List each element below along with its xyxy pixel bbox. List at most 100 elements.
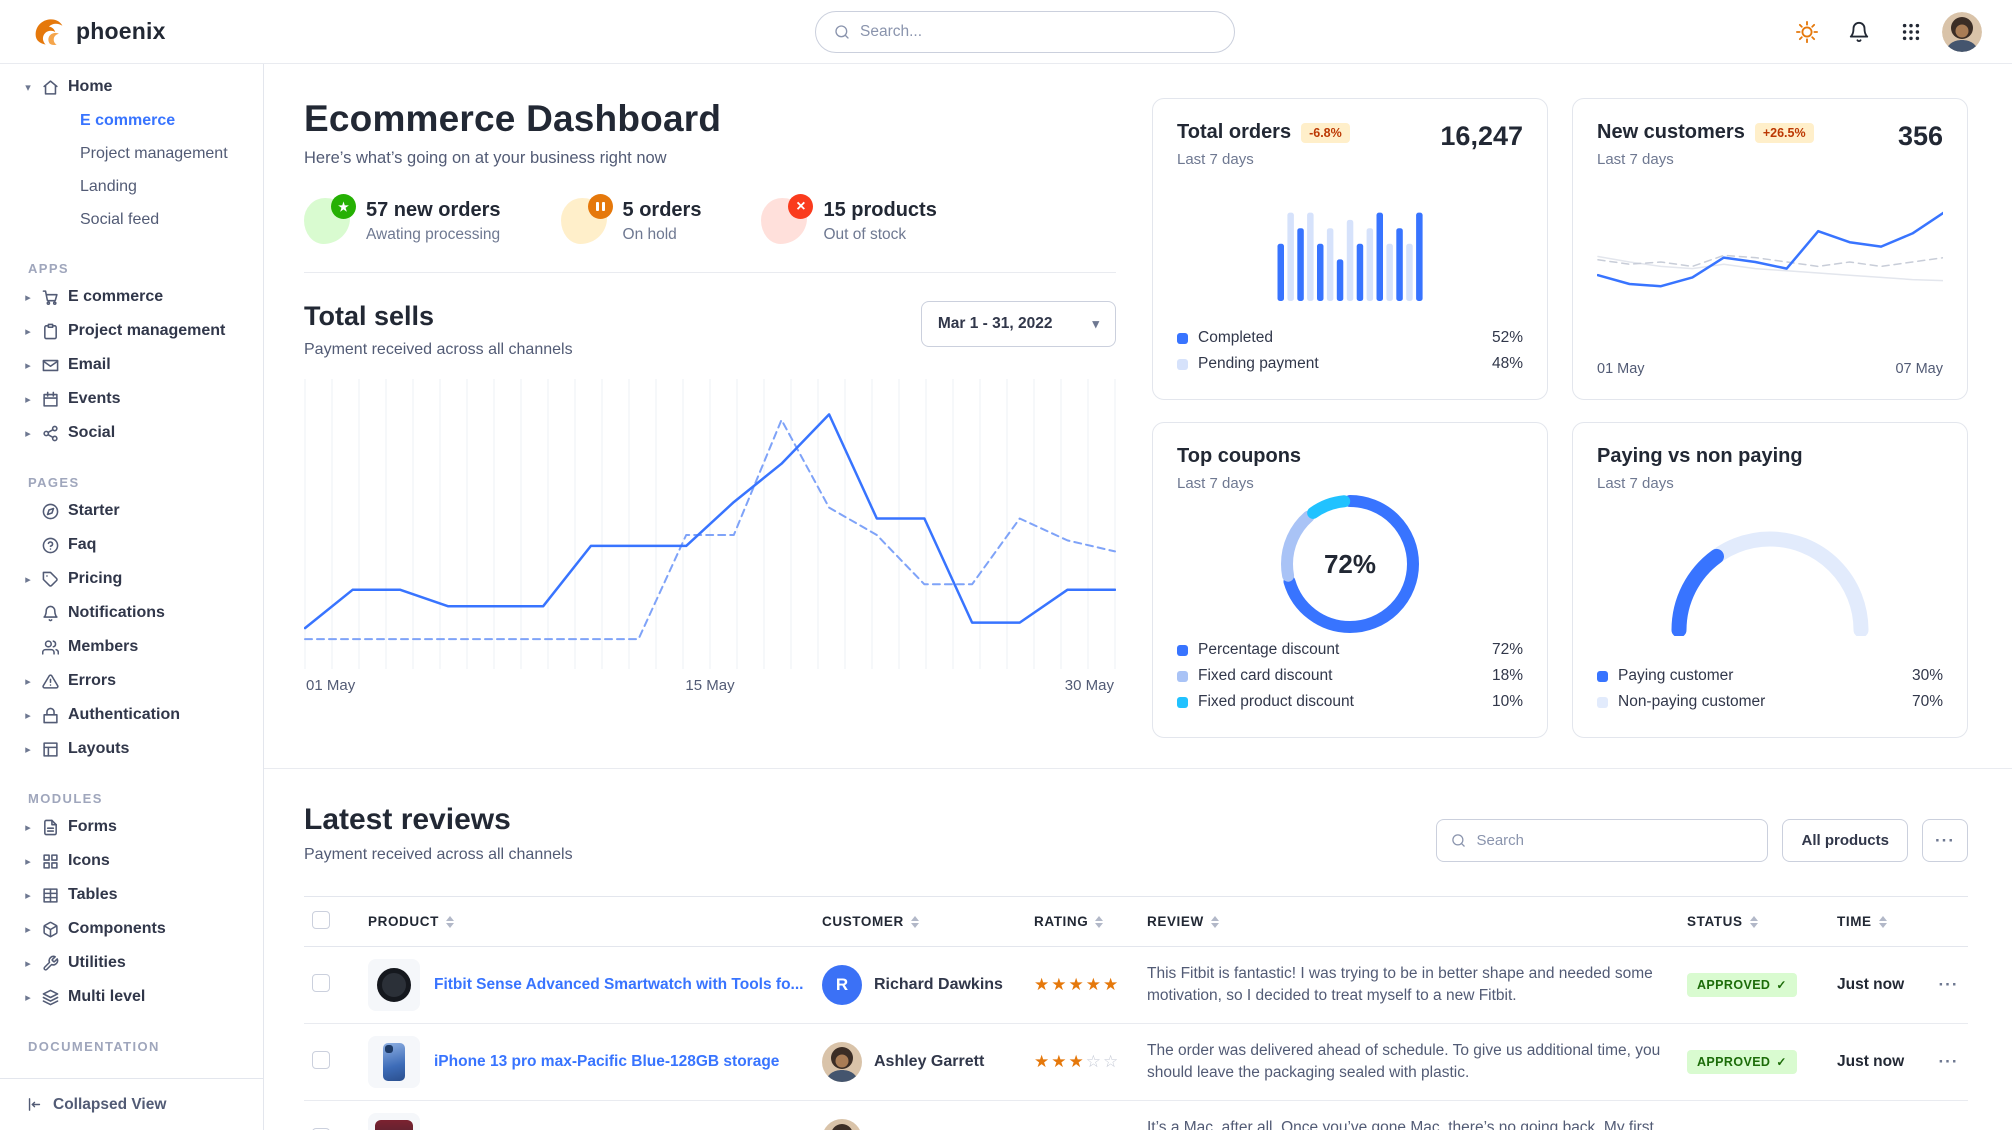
sidebar-item-e-commerce[interactable]: ▸ E commerce — [14, 280, 253, 314]
sidebar-item-components[interactable]: ▸ Components — [14, 912, 253, 946]
reviews-search-input[interactable] — [1476, 832, 1754, 849]
sidebar-item-pricing[interactable]: ▸ Pricing — [14, 562, 253, 596]
change-badge: +26.5% — [1754, 122, 1814, 143]
chevron-right-icon: ▸ — [25, 675, 31, 688]
chevron-right-icon: ▸ — [25, 359, 31, 372]
rating-stars: ★★★☆☆ — [1034, 1052, 1120, 1071]
column-header-rating[interactable]: RATING — [1026, 896, 1139, 947]
page-title: Ecommerce Dashboard — [304, 98, 722, 139]
more-options-button[interactable] — [1922, 819, 1968, 862]
latest-reviews-subtitle: Payment received across all channels — [304, 846, 573, 863]
star-filled-icon: ★ — [1051, 975, 1069, 994]
chevron-right-icon: ▸ — [25, 743, 31, 756]
table-row: iPhone 13 pro max-Pacific Blue-128GB sto… — [304, 1023, 1968, 1101]
chevron-right-icon: ▸ — [25, 325, 31, 338]
check-icon: ✓ — [1776, 1055, 1787, 1069]
user-avatar[interactable] — [1942, 11, 1982, 52]
cross-icon: × — [788, 194, 814, 219]
sidebar-item-social-feed[interactable]: Social feed — [80, 210, 160, 228]
customer-avatar — [822, 1042, 862, 1082]
row-checkbox[interactable] — [312, 973, 330, 992]
sidebar-item-tables[interactable]: ▸ Tables — [14, 878, 253, 912]
total-sells-subtitle: Payment received across all channels — [304, 341, 573, 358]
sidebar-item-notifications[interactable]: Notifications — [14, 596, 253, 630]
column-header-product[interactable]: PRODUCT — [360, 896, 814, 947]
column-header-customer[interactable]: CUSTOMER — [814, 896, 1026, 947]
collapsed-view-toggle[interactable]: Collapsed View — [0, 1078, 263, 1130]
product-image-laptop — [368, 1113, 420, 1130]
sidebar-item-icons[interactable]: ▸ Icons — [14, 844, 253, 878]
status-label: APPROVED — [1697, 1055, 1771, 1069]
sidebar-item-project-management[interactable]: Project management — [80, 144, 228, 162]
sidebar-item-faq[interactable]: Faq — [14, 528, 253, 562]
topbar-actions — [1786, 11, 1982, 53]
sidebar-item-members[interactable]: Members — [14, 630, 253, 664]
sidebar-item-email[interactable]: ▸ Email — [14, 348, 253, 382]
sidebar-item-events[interactable]: ▸ Events — [14, 382, 253, 416]
sidebar-item-label: Project management — [68, 322, 226, 339]
sidebar-item-project-management[interactable]: ▸ Project management — [14, 314, 253, 348]
column-header-review[interactable]: REVIEW — [1139, 896, 1679, 947]
legend-item: Pending payment 48% — [1177, 351, 1523, 377]
review-text: This Fitbit is fantastic! I was trying t… — [1147, 965, 1653, 1004]
column-header-time[interactable]: TIME — [1829, 896, 1929, 947]
sidebar-item-home[interactable]: ▾ Home — [14, 70, 253, 104]
all-products-filter-button[interactable]: All products — [1782, 819, 1908, 862]
chevron-down-icon — [1092, 315, 1099, 333]
table-icon — [42, 887, 60, 904]
date-range-select[interactable]: Mar 1 - 31, 2022 — [920, 301, 1116, 347]
apps-menu-button[interactable] — [1890, 11, 1932, 53]
star-filled-icon: ★ — [1068, 1052, 1086, 1071]
sidebar-item-e-commerce[interactable]: E commerce — [80, 111, 176, 129]
clipboard-icon — [42, 323, 60, 340]
chevron-right-icon: ▸ — [25, 427, 31, 440]
new-customers-x-axis: 01 May 07 May — [1597, 361, 1943, 377]
select-all-checkbox[interactable] — [312, 911, 330, 929]
sidebar-item-starter[interactable]: Starter — [14, 494, 253, 528]
share-icon — [42, 425, 60, 442]
phoenix-logo-icon — [30, 14, 66, 50]
dashboard-section: Ecommerce Dashboard Here’s what’s going … — [264, 64, 2012, 738]
sidebar-item-layouts[interactable]: ▸ Layouts — [14, 732, 253, 766]
column-header-status[interactable]: STATUS — [1679, 896, 1829, 947]
stat-chip: ★ — [304, 194, 356, 244]
sidebar-item-forms[interactable]: ▸ Forms — [14, 810, 253, 844]
sidebar-item-label: Components — [68, 920, 166, 937]
sidebar-item-multi-level[interactable]: ▸ Multi level — [14, 980, 253, 1014]
chevron-right-icon: ▸ — [25, 855, 31, 868]
row-actions-button[interactable] — [1939, 1052, 1959, 1071]
sidebar-item-label: Tables — [68, 886, 118, 903]
global-search-input[interactable] — [860, 22, 1216, 41]
sidebar-item-label: Events — [68, 390, 121, 407]
notifications-button[interactable] — [1838, 11, 1880, 53]
legend-item: Fixed product discount 10% — [1177, 689, 1523, 715]
sidebar-item-errors[interactable]: ▸ Errors — [14, 664, 253, 698]
page-body: ▾ Home E commerce Project management Landing… — [0, 64, 2012, 1130]
row-checkbox[interactable] — [312, 1050, 330, 1069]
chevron-right-icon: ▸ — [25, 393, 31, 406]
theme-toggle-button[interactable] — [1786, 11, 1828, 53]
alert-icon — [42, 673, 60, 690]
change-badge: -6.8% — [1301, 122, 1350, 143]
sidebar-section-label: APPS — [28, 261, 70, 276]
sidebar-item-social[interactable]: ▸ Social — [14, 416, 253, 450]
product-link[interactable]: iPhone 13 pro max-Pacific Blue-128GB sto… — [434, 1053, 780, 1070]
card-legend: Paying customer 30% Non-paying customer 70% — [1597, 663, 1943, 715]
chevron-right-icon: ▸ — [25, 291, 31, 304]
paying-gauge-chart — [1671, 531, 1869, 636]
table-row: Fitbit Sense Advanced Smartwatch with To… — [304, 946, 1968, 1024]
sidebar-item-landing[interactable]: Landing — [80, 177, 137, 195]
sidebar-item-authentication[interactable]: ▸ Authentication — [14, 698, 253, 732]
star-filled-icon: ★ — [1068, 975, 1086, 994]
sidebar-item-label: Members — [68, 638, 139, 655]
card-title: Total orders — [1177, 121, 1292, 143]
sidebar-item-utilities[interactable]: ▸ Utilities — [14, 946, 253, 980]
product-link[interactable]: Fitbit Sense Advanced Smartwatch with To… — [434, 976, 804, 993]
row-actions-button[interactable] — [1939, 975, 1959, 994]
legend-label: Percentage discount — [1198, 641, 1340, 658]
sidebar-item-label: Authentication — [68, 706, 180, 723]
latest-reviews-title: Latest reviews — [304, 803, 511, 836]
legend-label: Pending payment — [1198, 355, 1319, 372]
brand[interactable]: phoenix — [30, 14, 264, 50]
legend-color-dot — [1177, 332, 1188, 344]
